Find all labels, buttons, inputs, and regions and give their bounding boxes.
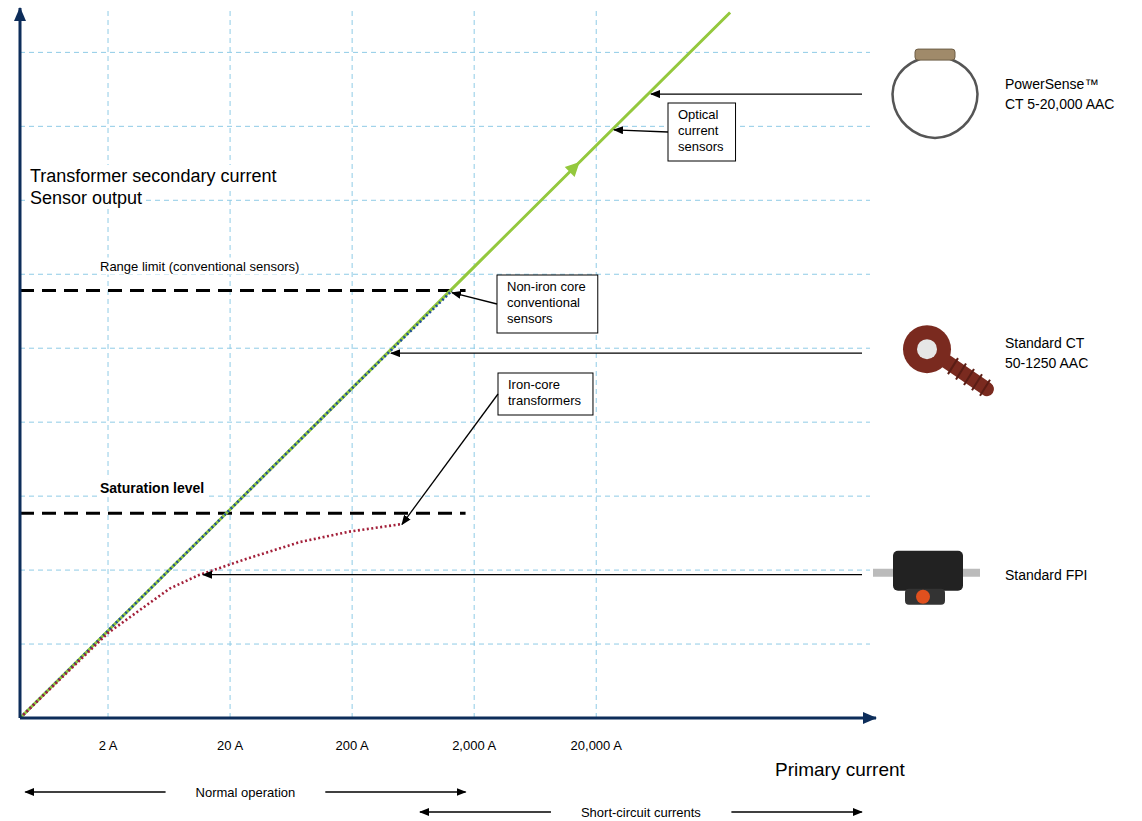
device-label: CT 5-20,000 AAC	[1005, 96, 1114, 112]
label-group: Range limit (conventional sensors)	[98, 258, 301, 275]
ct-tail	[943, 359, 987, 389]
ct-rib	[972, 374, 982, 390]
grid-line-y	[20, 644, 870, 645]
device-label: Standard FPI	[1005, 567, 1088, 583]
ct-rib	[980, 380, 990, 396]
grid-line-x	[352, 8, 353, 718]
grid-line-x	[474, 8, 475, 718]
grid-line-y	[20, 52, 870, 53]
series-label-line: current	[678, 123, 719, 138]
series-line	[20, 12, 730, 718]
series-label: Non-iron coreconventionalsensors	[497, 275, 598, 333]
grid-line-x	[230, 8, 231, 718]
ct-rib	[964, 369, 974, 385]
series-label-box	[498, 373, 593, 415]
ct-rib	[956, 364, 966, 380]
label-group: Transformer secondary current	[28, 165, 278, 187]
grid-line-y	[20, 422, 870, 423]
series-label-text: Iron-coretransformers	[508, 377, 581, 408]
fpi-body	[893, 551, 963, 591]
reference-line	[20, 512, 466, 515]
chart: 2 A 20 A 200 A 2,000 A 20,000 A Transformer s…	[0, 0, 1142, 821]
series-label-line: conventional	[507, 295, 580, 310]
sensor-head	[915, 49, 955, 60]
x-axis-title: Primary current	[775, 759, 906, 780]
range-label-text: Normal operation	[196, 785, 296, 800]
device-label: PowerSense™	[1005, 76, 1098, 92]
series-label-line: transformers	[508, 393, 581, 408]
reference-line-label: Saturation level	[100, 480, 204, 496]
series-label-line: sensors	[507, 311, 553, 326]
label-group: Sensor output	[28, 187, 144, 209]
series-label-text: Opticalcurrentsensors	[678, 107, 724, 154]
y-axis-title: Transformer secondary currentSensor outp…	[28, 165, 278, 209]
series-label-box	[497, 275, 598, 333]
device-icon	[903, 325, 990, 396]
series-arrow-marker	[565, 157, 585, 177]
grid-line-y	[20, 200, 870, 201]
ct-ring	[903, 325, 951, 373]
grid-line-y	[20, 570, 870, 571]
ct-hole	[917, 339, 937, 359]
y-axis-title-line: Transformer secondary current	[30, 166, 276, 186]
range-label: Normal operation	[166, 784, 326, 801]
range-label: Short-circuit currents	[551, 804, 731, 821]
fpi-base	[905, 589, 945, 605]
x-tick-label: 20 A	[217, 738, 243, 753]
grid-line-y	[20, 126, 870, 127]
series-label-text: Non-iron coreconventionalsensors	[507, 279, 586, 326]
grid	[20, 8, 870, 718]
grid-line-x	[108, 8, 109, 718]
series-label-line: Non-iron core	[507, 279, 586, 294]
series-label: Opticalcurrentsensors	[668, 103, 736, 161]
ct-rib	[948, 358, 958, 374]
range-label-patch	[166, 784, 326, 801]
device-arrow	[651, 93, 862, 94]
series-label-line: Optical	[678, 107, 719, 122]
y-axis-title-line: Sensor output	[30, 188, 142, 208]
reference-line-label: Range limit (conventional sensors)	[100, 259, 299, 274]
device-icon	[893, 49, 978, 138]
x-tick-label: 20,000 A	[571, 738, 623, 753]
label-patch	[28, 165, 278, 187]
fpi-lamp	[916, 590, 930, 604]
y-axis	[19, 8, 22, 718]
label-patch	[98, 258, 301, 275]
series-line	[20, 291, 452, 718]
x-tick-label: 200 A	[335, 738, 369, 753]
x-tick-label: 2 A	[99, 738, 118, 753]
range-label-text: Short-circuit currents	[581, 805, 701, 820]
label-patch	[98, 479, 206, 497]
grid-line-y	[20, 348, 870, 349]
label-group: Saturation level	[98, 479, 206, 497]
sensor-loop	[893, 56, 978, 138]
series-label-leader	[452, 293, 497, 304]
x-axis	[20, 717, 876, 720]
series-label: Iron-coretransformers	[498, 373, 593, 415]
grid-line-x	[596, 8, 597, 718]
range-label-patch	[551, 804, 731, 821]
series-label-line: Iron-core	[508, 377, 560, 392]
reference-line	[20, 289, 466, 292]
series-label-leader	[614, 130, 668, 132]
device-label: 50-1250 AAC	[1005, 355, 1088, 371]
x-tick-label: 2,000 A	[452, 738, 496, 753]
device-arrow	[203, 574, 862, 575]
series-label-leader	[402, 394, 498, 524]
device-label: Standard CT	[1005, 335, 1085, 351]
series-line	[20, 524, 401, 718]
device-arrow	[391, 352, 862, 353]
series-label-box	[668, 103, 736, 161]
plot-data	[20, 12, 730, 718]
device-icon	[873, 551, 980, 605]
label-patch	[28, 187, 144, 209]
series-label-line: sensors	[678, 139, 724, 154]
